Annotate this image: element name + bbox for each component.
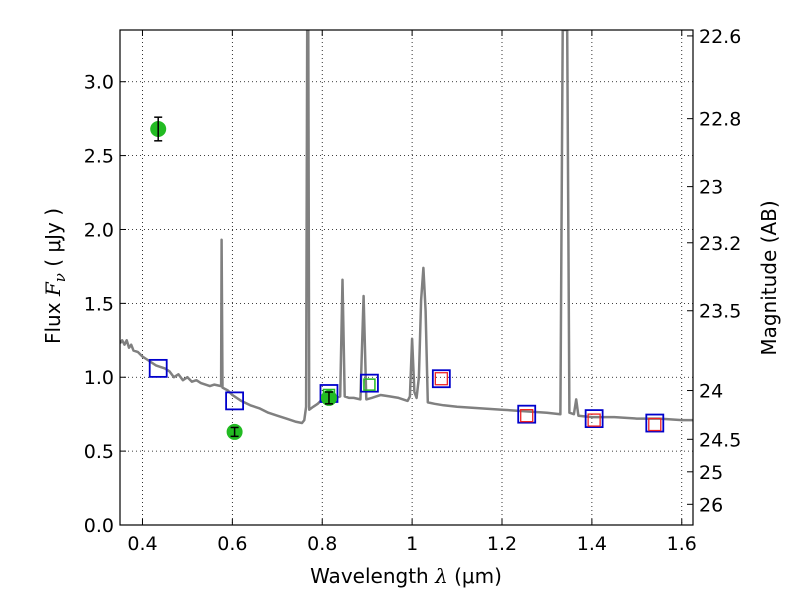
y2-tick-label: 25 xyxy=(699,462,723,484)
inner-red-square xyxy=(648,417,662,432)
x-tick-label: 1.6 xyxy=(667,533,697,555)
x-axis-title: Wavelength λ (μm) xyxy=(310,564,502,588)
y2-tick-label: 24.5 xyxy=(699,429,741,451)
axis-ticks: 0.4 0.6 0.8 1 1.2 1.4 1.6 0.0 0.5 1.0 1.5 2.0 2.5 3.0… xyxy=(84,26,742,555)
model-band-square xyxy=(225,391,245,411)
y2-tick-label: 24 xyxy=(699,381,723,403)
y-tick-label: 3.0 xyxy=(84,72,114,94)
model-band-square xyxy=(584,409,604,429)
inner-red-square xyxy=(587,413,601,427)
x-tick-label: 1 xyxy=(406,533,418,555)
x-tick-label: 0.4 xyxy=(127,533,157,555)
y2-axis-title: Magnitude (AB) xyxy=(757,200,781,355)
y2-tick-label: 23 xyxy=(699,177,723,199)
y-tick-label: 2.5 xyxy=(84,146,114,168)
model-band-square xyxy=(517,404,537,424)
model-band-square xyxy=(360,373,379,393)
y-tick-label: 1.0 xyxy=(84,367,114,389)
plot-frame xyxy=(119,29,694,526)
inner-green-square xyxy=(363,378,376,391)
y2-tick-label: 23.2 xyxy=(699,233,741,255)
grid-lines xyxy=(120,30,693,526)
y-tick-label: 0.0 xyxy=(84,515,114,537)
model-band-square xyxy=(645,413,665,433)
y2-tick-label: 22.8 xyxy=(699,109,741,131)
y-axis-title: Flux Fν ( μJy ) xyxy=(41,208,69,344)
x-tick-label: 1.2 xyxy=(487,533,517,555)
model-band-square xyxy=(431,369,451,389)
model-spectrum-line xyxy=(120,30,693,425)
x-tick-label: 0.6 xyxy=(217,533,247,555)
y-tick-label: 0.5 xyxy=(84,441,114,463)
y-tick-label: 1.5 xyxy=(84,293,114,315)
chart-series xyxy=(120,30,693,440)
y2-tick-label: 22.6 xyxy=(699,26,741,48)
y-tick-label: 2.0 xyxy=(84,219,114,241)
x-tick-label: 1.4 xyxy=(577,533,607,555)
inner-red-square xyxy=(520,409,534,423)
y2-tick-label: 26 xyxy=(699,494,723,516)
y2-tick-label: 23.5 xyxy=(699,301,741,323)
model-band-square xyxy=(148,358,168,378)
inner-red-square xyxy=(434,372,448,386)
x-tick-label: 0.8 xyxy=(307,533,337,555)
